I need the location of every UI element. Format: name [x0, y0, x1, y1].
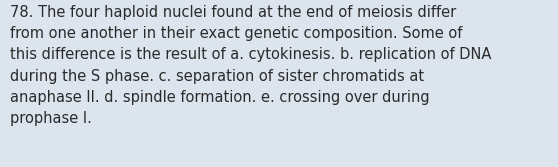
Text: 78. The four haploid nuclei found at the end of meiosis differ
from one another : 78. The four haploid nuclei found at the…: [10, 5, 492, 126]
